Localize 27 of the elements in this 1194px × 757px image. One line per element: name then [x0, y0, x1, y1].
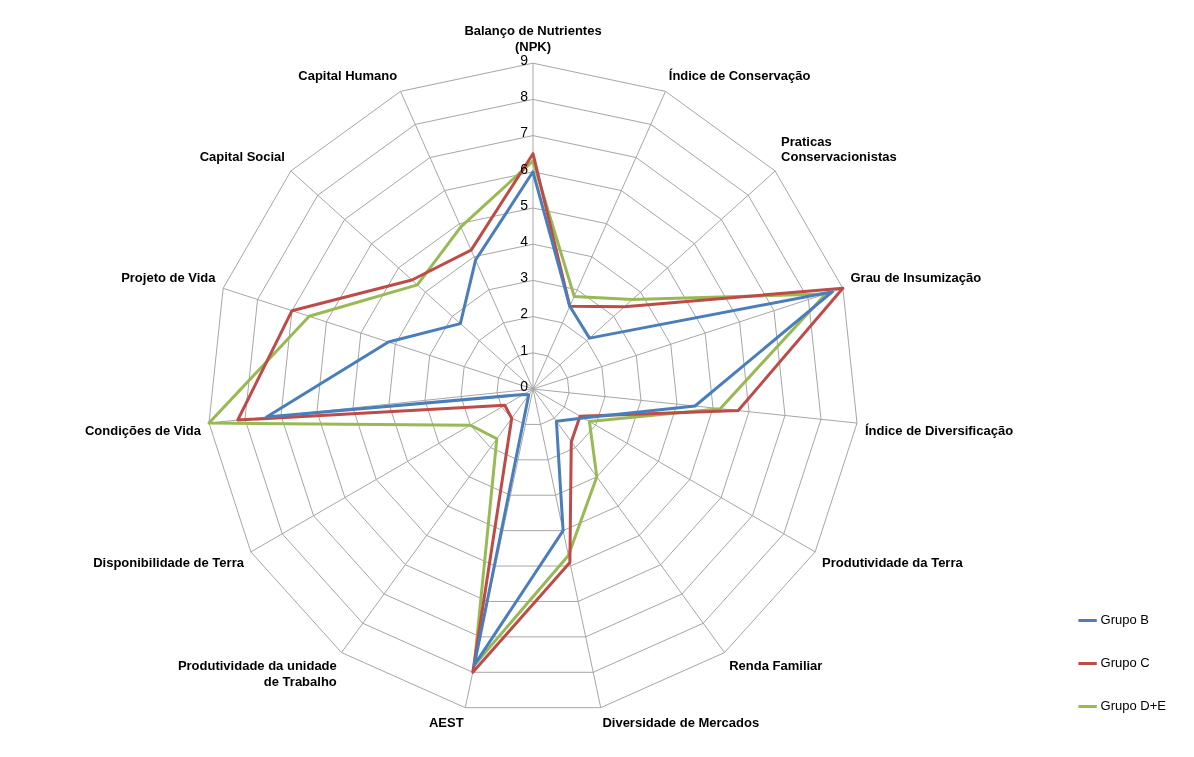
y-tick-label: 0 — [520, 377, 529, 394]
spoke-label: Produtividade da Terra — [822, 555, 964, 571]
spoke-label: AEST — [428, 714, 464, 730]
spoke-label: Índice de Diversificação — [864, 423, 1014, 439]
spoke-label: Grau de Insumização — [850, 269, 982, 285]
y-tick-label: 9 — [520, 52, 529, 69]
legend-label: Grupo D+E — [1100, 698, 1167, 714]
spoke-label: Produtividade da unidade de Trabalho — [177, 658, 337, 690]
spoke-label: Capital Humano — [298, 67, 398, 83]
y-tick-label: 5 — [520, 196, 529, 213]
spoke-label: Balanço de Nutrientes (NPK) — [464, 23, 602, 54]
spoke-label: Índice de Conservação — [668, 67, 811, 83]
y-tick-label: 1 — [520, 341, 529, 358]
y-tick-label: 8 — [520, 88, 529, 105]
spoke-label: Disponibilidade de Terra — [93, 555, 245, 571]
y-tick-label: 7 — [520, 124, 529, 141]
spoke-label: Capital Social — [199, 149, 285, 165]
legend-label: Grupo C — [1100, 655, 1150, 671]
spoke-label: Condições de Vida — [84, 423, 202, 439]
y-tick-label: 3 — [520, 269, 529, 286]
spoke-label: Diversidade de Mercados — [602, 714, 760, 730]
y-tick-label: 2 — [520, 305, 529, 322]
spoke-label: Projeto de Vida — [121, 269, 217, 285]
legend-label: Grupo B — [1100, 612, 1150, 628]
spoke-label: Renda Familiar — [729, 658, 823, 674]
spoke-label: Praticas Conservacionistas — [781, 133, 897, 165]
y-tick-label: 4 — [520, 233, 529, 250]
